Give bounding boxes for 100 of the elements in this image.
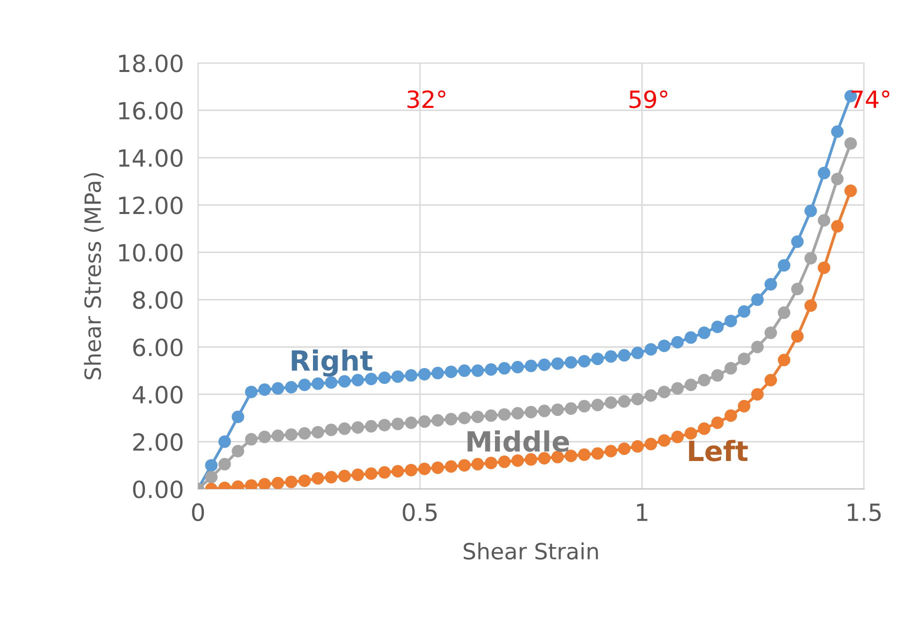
point [458,459,471,472]
point [324,470,338,484]
point [524,406,538,418]
point [272,430,284,442]
point [698,422,710,435]
point [698,326,710,340]
point [258,383,271,396]
point [818,214,830,227]
point [284,428,298,441]
point [671,430,684,444]
y-tick-label: 18.00 [119,54,183,72]
point [418,415,431,428]
point [538,452,551,464]
y-tick-label: 4.00 [132,386,183,404]
point [284,380,298,394]
point [378,418,391,432]
y-tick-label: 16.00 [119,102,183,120]
x-tick-label: 1 [637,504,648,521]
x-axis-title: Shear Strain [464,542,598,560]
series-label: Right [292,350,372,377]
point [498,456,511,468]
point [618,395,630,408]
point [578,354,591,368]
point [364,467,378,480]
point [764,326,778,340]
point [591,352,604,366]
point [458,364,471,377]
point [404,464,418,476]
point [392,418,404,430]
point [392,370,404,383]
point [524,360,538,372]
point [511,360,524,374]
point [298,427,311,440]
point [831,125,844,138]
y-tick-label: 12.00 [119,196,183,214]
point [671,336,684,349]
point [418,462,431,476]
y-tick-label: 0.00 [133,480,183,498]
point [298,474,311,487]
point [245,386,258,398]
y-tick-label: 6.00 [133,338,183,356]
point [258,430,271,444]
point [218,458,231,470]
point [338,470,351,482]
point [232,444,244,458]
point [205,470,218,484]
point [818,261,830,274]
point [432,366,444,380]
point [818,166,830,180]
point [392,465,404,478]
point [498,408,511,421]
point [751,340,764,354]
point [432,461,444,474]
series-label: Middle [468,430,569,452]
point [258,478,271,489]
point [404,416,418,429]
point [604,350,618,363]
point [764,374,778,386]
point [724,409,738,422]
point [644,389,658,402]
point [312,426,324,438]
point [711,369,724,382]
point [538,358,551,371]
point [738,352,750,366]
point [578,400,591,412]
point [684,378,698,392]
point [804,204,817,218]
point [471,458,484,470]
point [272,382,284,395]
point [671,382,684,395]
point [591,398,604,412]
point [791,282,804,296]
point [218,435,231,448]
point [245,433,258,446]
point [312,377,324,390]
point [444,460,458,473]
point [738,305,750,318]
point [711,416,724,429]
x-tick-label: 0 [192,503,204,522]
point [352,468,364,482]
point [444,366,458,378]
y-tick-label: 2.00 [133,433,183,451]
point [471,410,484,424]
point [778,354,790,366]
point [511,454,524,467]
point [458,412,471,424]
point [324,424,338,436]
point [444,412,458,426]
point [484,363,498,376]
point [324,376,338,389]
point [804,299,817,312]
point [631,346,644,360]
y-axis-title: Shear Stress (MPa) [84,173,104,380]
point [604,396,618,409]
point [711,320,724,334]
point [404,369,418,382]
point [352,421,364,434]
point [658,434,670,447]
y-tick-label: 14.00 [119,149,183,167]
annotation: 74° [852,90,890,108]
